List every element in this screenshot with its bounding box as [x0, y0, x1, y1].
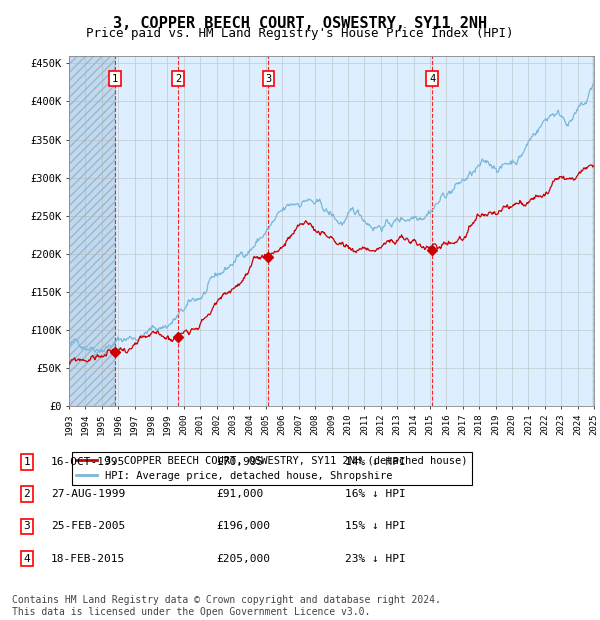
Text: Price paid vs. HM Land Registry's House Price Index (HPI): Price paid vs. HM Land Registry's House …	[86, 27, 514, 40]
Text: 3: 3	[265, 74, 271, 84]
Bar	[593, 56, 594, 406]
Text: Contains HM Land Registry data © Crown copyright and database right 2024.
This d: Contains HM Land Registry data © Crown c…	[12, 595, 441, 617]
Bar	[69, 56, 115, 406]
Text: 14% ↓ HPI: 14% ↓ HPI	[345, 457, 406, 467]
Text: 16-OCT-1995: 16-OCT-1995	[51, 457, 125, 467]
Legend: 3, COPPER BEECH COURT, OSWESTRY, SY11 2NH (detached house), HPI: Average price, : 3, COPPER BEECH COURT, OSWESTRY, SY11 2N…	[71, 451, 472, 485]
Text: 4: 4	[23, 554, 31, 564]
Text: 27-AUG-1999: 27-AUG-1999	[51, 489, 125, 499]
Text: 3: 3	[23, 521, 31, 531]
Text: 25-FEB-2005: 25-FEB-2005	[51, 521, 125, 531]
Text: 15% ↓ HPI: 15% ↓ HPI	[345, 521, 406, 531]
Text: £70,995: £70,995	[216, 457, 263, 467]
Text: 16% ↓ HPI: 16% ↓ HPI	[345, 489, 406, 499]
Text: 1: 1	[23, 457, 31, 467]
Text: 3, COPPER BEECH COURT, OSWESTRY, SY11 2NH: 3, COPPER BEECH COURT, OSWESTRY, SY11 2N…	[113, 16, 487, 30]
Text: 2: 2	[23, 489, 31, 499]
Text: 1: 1	[112, 74, 118, 84]
Text: £205,000: £205,000	[216, 554, 270, 564]
Text: 23% ↓ HPI: 23% ↓ HPI	[345, 554, 406, 564]
Text: £91,000: £91,000	[216, 489, 263, 499]
Text: 18-FEB-2015: 18-FEB-2015	[51, 554, 125, 564]
Text: 4: 4	[429, 74, 435, 84]
Text: 2: 2	[175, 74, 181, 84]
Text: £196,000: £196,000	[216, 521, 270, 531]
